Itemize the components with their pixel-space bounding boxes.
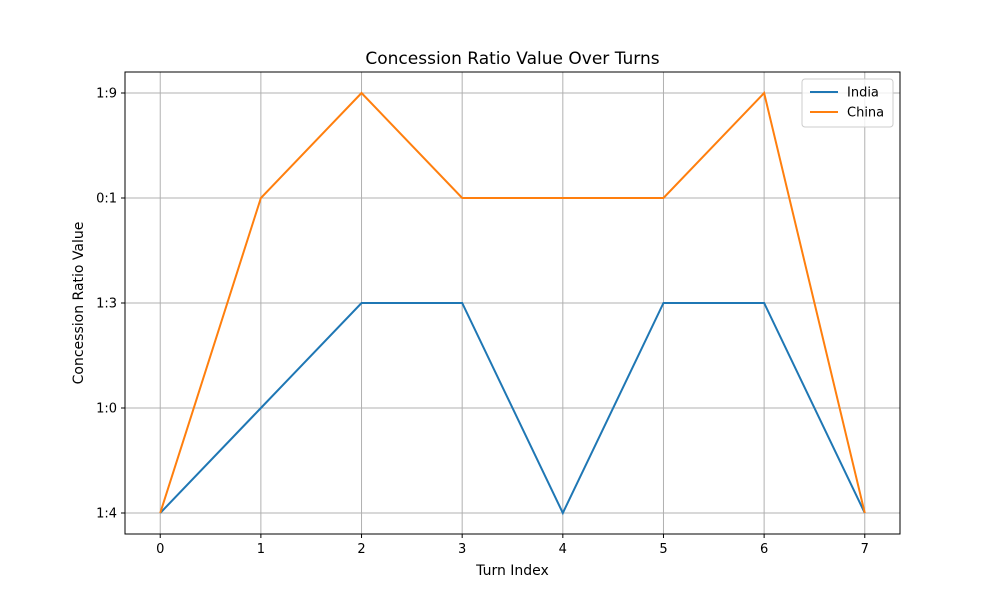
x-axis-title: Turn Index: [475, 563, 549, 579]
x-tick-label: 2: [357, 542, 365, 557]
y-tick-label: 1:0: [96, 402, 117, 417]
legend: India China: [801, 78, 894, 128]
x-tick-label: 0: [156, 542, 164, 557]
x-tick-label: 5: [659, 542, 667, 557]
y-axis-ticks: 1:4 1:0 1:3 0:1 1:9: [96, 87, 125, 522]
series-lines: [159, 90, 866, 516]
y-tick-label: 1:4: [96, 507, 117, 522]
legend-label: China: [847, 106, 884, 121]
x-tick-label: 7: [861, 542, 869, 557]
legend-label: India: [847, 86, 879, 101]
y-tick-label: 0:1: [96, 192, 117, 207]
x-tick-label: 1: [257, 542, 265, 557]
x-tick-label: 3: [458, 542, 466, 557]
series-line-india: [159, 302, 866, 516]
x-axis-ticks: 0 1 2 3 4 5 6 7: [156, 534, 869, 557]
y-tick-label: 1:3: [96, 297, 117, 312]
chart-title: Concession Ratio Value Over Turns: [365, 49, 659, 69]
y-axis-title: Concession Ratio Value: [71, 222, 87, 385]
series-line-china: [159, 90, 866, 514]
x-tick-label: 4: [559, 542, 567, 557]
y-tick-label: 1:9: [96, 87, 117, 102]
x-tick-label: 6: [760, 542, 768, 557]
